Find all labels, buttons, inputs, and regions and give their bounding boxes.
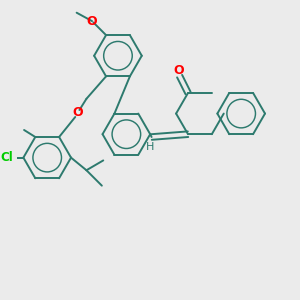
Text: H: H	[146, 142, 154, 152]
Text: Cl: Cl	[0, 151, 13, 164]
Text: O: O	[87, 15, 98, 28]
Text: O: O	[73, 106, 83, 119]
Text: O: O	[173, 64, 184, 77]
